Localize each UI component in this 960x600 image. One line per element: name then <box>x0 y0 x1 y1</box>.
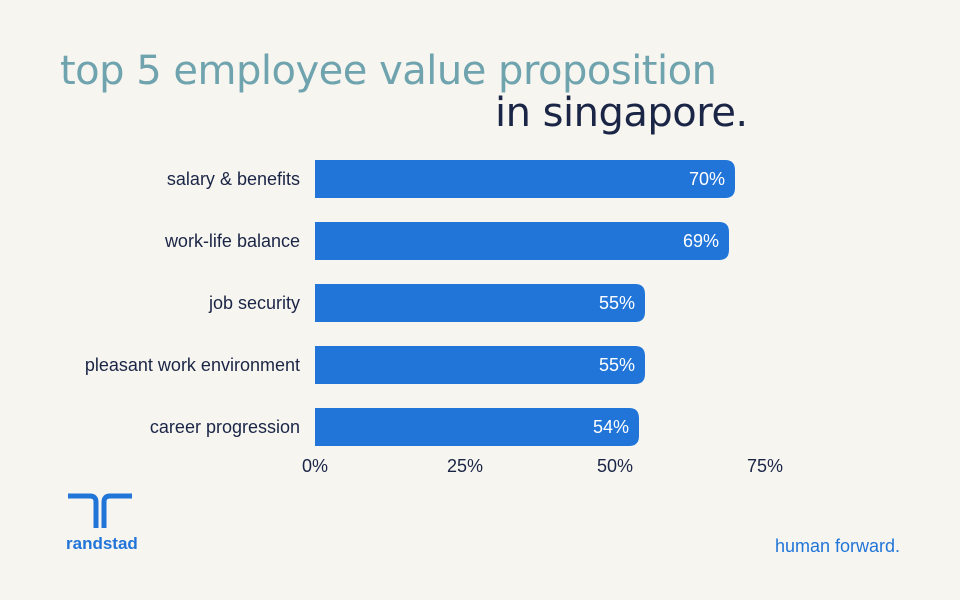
randstad-logo-icon <box>68 493 132 528</box>
x-tick-label: 50% <box>597 456 633 476</box>
chart-title-line-2: in singapore. <box>495 90 748 136</box>
category-label: salary & benefits <box>167 169 300 189</box>
bar <box>315 160 735 198</box>
bar <box>315 222 729 260</box>
value-label: 70% <box>689 169 725 189</box>
chart-title-line-1: top 5 employee value proposition <box>60 48 717 94</box>
brand-name: randstad <box>66 534 138 553</box>
bar <box>315 408 639 446</box>
x-tick-label: 75% <box>747 456 783 476</box>
category-label: pleasant work environment <box>85 355 300 375</box>
x-tick-label: 25% <box>447 456 483 476</box>
value-label: 55% <box>599 293 635 313</box>
x-tick-label: 0% <box>302 456 328 476</box>
value-label: 54% <box>593 417 629 437</box>
value-label: 69% <box>683 231 719 251</box>
category-label: job security <box>208 293 300 313</box>
category-label: work-life balance <box>164 231 300 251</box>
value-label: 55% <box>599 355 635 375</box>
bar <box>315 346 645 384</box>
bar <box>315 284 645 322</box>
tagline: human forward. <box>774 536 900 556</box>
category-label: career progression <box>150 417 300 437</box>
